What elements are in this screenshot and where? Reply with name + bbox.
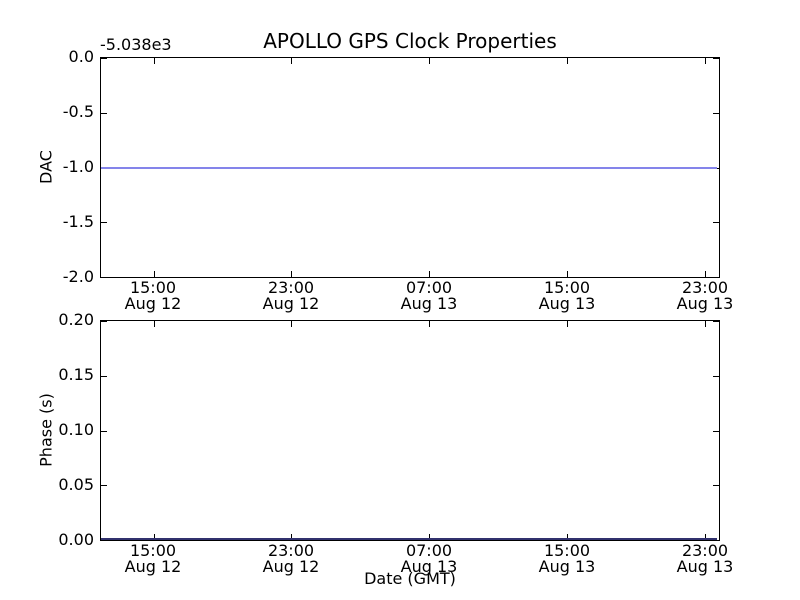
- x-tick-label: 23:00 Aug 13: [676, 541, 734, 576]
- x-tick-label: 23:00 Aug 12: [262, 278, 320, 313]
- x-tick-label: 23:00 Aug 12: [262, 541, 320, 576]
- y-tick-label: -2.0: [62, 267, 94, 286]
- x-axis-label: Date (GMT): [364, 569, 456, 588]
- y-axis-offset-text: -5.038e3: [100, 35, 172, 54]
- y-tick-label: 0.0: [68, 47, 94, 66]
- x-tick-label: 15:00 Aug 13: [538, 541, 596, 576]
- x-tick-label: 15:00 Aug 12: [124, 541, 182, 576]
- phase-plot-area: [100, 320, 720, 541]
- y-tick-label: 0.15: [58, 365, 94, 384]
- y-tick-label: 0.00: [58, 530, 94, 549]
- x-tick-label: 23:00 Aug 13: [676, 278, 734, 313]
- chart-title: APOLLO GPS Clock Properties: [263, 29, 557, 53]
- x-tick-label: 07:00 Aug 13: [400, 541, 458, 576]
- y-tick-label: 0.10: [58, 420, 94, 439]
- y-tick-label: -1.0: [62, 157, 94, 176]
- x-tick-label: 15:00 Aug 12: [124, 278, 182, 313]
- y-tick-label: 0.05: [58, 475, 94, 494]
- y-tick-label: -0.5: [62, 102, 94, 121]
- phase-axis-label: Phase (s): [36, 393, 56, 467]
- x-tick-label: 07:00 Aug 13: [400, 278, 458, 313]
- dac-data-line: [101, 166, 717, 169]
- x-tick-label: 15:00 Aug 13: [538, 278, 596, 313]
- phase-data-line: [101, 538, 717, 540]
- dac-axis-label: DAC: [36, 150, 56, 184]
- dac-plot-area: [100, 57, 720, 278]
- y-tick-label: -1.5: [62, 212, 94, 231]
- y-tick-label: 0.20: [58, 310, 94, 329]
